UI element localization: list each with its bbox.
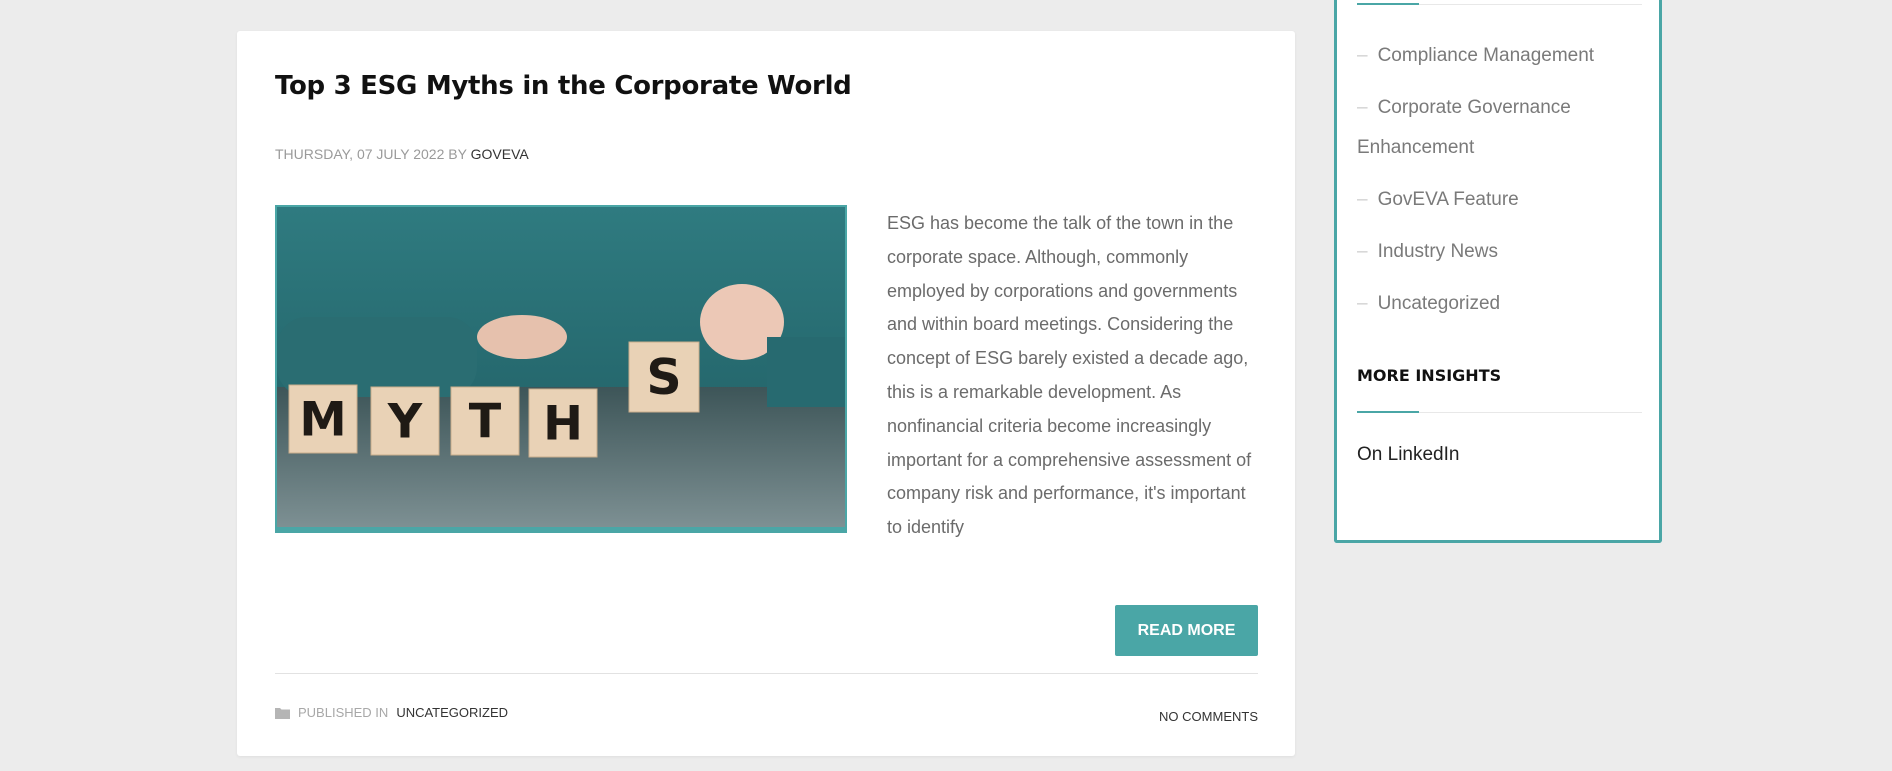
letter-block: Y: [370, 386, 440, 456]
article-excerpt: ESG has become the talk of the town in t…: [887, 213, 1252, 538]
letter-block-text: H: [543, 396, 583, 451]
letter-block-text: S: [646, 349, 681, 406]
read-more-button[interactable]: READ MORE: [1115, 605, 1258, 656]
more-insights-rule: [1357, 411, 1642, 413]
article-meta: THURSDAY, 07 JULY 2022 BY GOVEVA: [275, 146, 529, 162]
more-insights-heading: MORE INSIGHTS: [1357, 366, 1502, 385]
letter-block: S: [628, 341, 700, 413]
sidebar-category-item[interactable]: – GovEVA Feature: [1357, 180, 1647, 220]
sidebar-category-label: GovEVA Feature: [1377, 189, 1519, 210]
sidebar-widget: – Compliance Management – Corporate Governa…: [1334, 0, 1662, 543]
category-link[interactable]: UNCATEGORIZED: [396, 705, 509, 720]
sidebar-category-label: Industry News: [1377, 241, 1498, 262]
letter-block-text: T: [469, 394, 502, 449]
letter-block: M: [288, 384, 358, 454]
folder-icon: [275, 707, 290, 719]
article-footer-divider: [275, 673, 1258, 674]
myths-blocks: M Y T H S: [288, 341, 700, 458]
sidebar-category-item[interactable]: – Uncategorized: [1357, 284, 1647, 324]
comments-link[interactable]: NO COMMENTS: [1159, 709, 1258, 724]
category-list: – Compliance Management – Corporate Governa…: [1357, 36, 1647, 336]
sidebar-category-label: Compliance Management: [1377, 45, 1595, 66]
sidebar-category-item[interactable]: – Industry News: [1357, 232, 1647, 272]
letter-block-text: M: [299, 392, 346, 447]
linkedin-link[interactable]: On LinkedIn: [1357, 444, 1460, 465]
sidebar-category-label: Corporate Governance Enhancement: [1357, 97, 1571, 158]
sidebar-category-item[interactable]: – Compliance Management: [1357, 36, 1647, 76]
dash-bullet-icon: –: [1357, 189, 1368, 210]
letter-block: T: [450, 386, 520, 456]
sidebar-category-label: Uncategorized: [1377, 293, 1501, 314]
myths-blocks-image: M Y T H S: [277, 207, 845, 527]
article-date: THURSDAY, 07 JULY 2022: [275, 146, 445, 162]
dash-bullet-icon: –: [1357, 45, 1368, 66]
article-title[interactable]: Top 3 ESG Myths in the Corporate World: [275, 71, 852, 101]
sidebar-category-item[interactable]: – Corporate Governance Enhancement: [1357, 88, 1647, 168]
dash-bullet-icon: –: [1357, 293, 1368, 314]
dash-bullet-icon: –: [1357, 241, 1368, 262]
letter-block-text: Y: [387, 394, 423, 449]
article-by: BY: [448, 146, 467, 162]
published-in: PUBLISHED IN UNCATEGORIZED: [275, 705, 508, 720]
dash-bullet-icon: –: [1357, 97, 1368, 118]
article-card: Top 3 ESG Myths in the Corporate World T…: [237, 31, 1295, 756]
letter-block: H: [528, 388, 598, 458]
published-in-label: PUBLISHED IN: [298, 705, 389, 720]
categories-heading-rule: [1357, 3, 1642, 5]
article-author-link[interactable]: GOVEVA: [470, 146, 529, 162]
